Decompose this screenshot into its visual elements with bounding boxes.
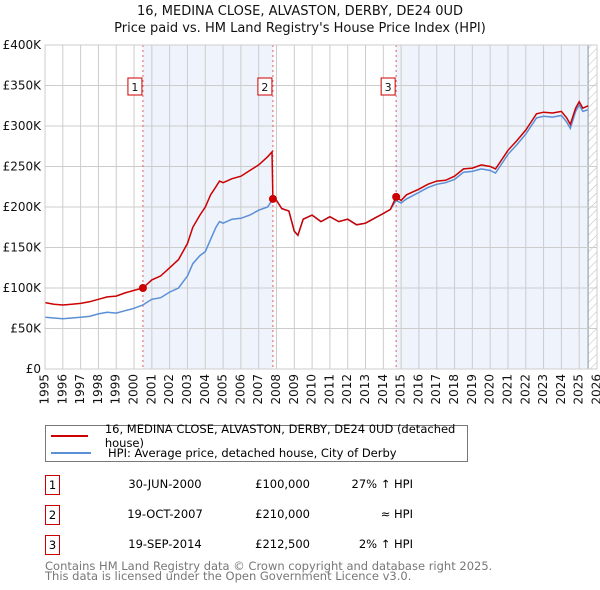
sale-number-badge: 3: [45, 535, 60, 555]
x-tick-label: 2023: [536, 374, 550, 405]
legend-item-property: 16, MEDINA CLOSE, ALVASTON, DERBY, DE24 …: [46, 422, 467, 450]
sale-label-box: [380, 77, 396, 96]
x-tick-label: 2014: [376, 374, 390, 405]
sale-date: 19-SEP-2014: [128, 537, 202, 551]
x-tick-label: 1995: [38, 374, 52, 405]
x-tick-label: 2004: [198, 374, 212, 405]
plot-area: 1995 1996 1997 1998 1999 2000 2001 2002 2003 2004…: [3, 38, 600, 405]
x-tick-label: 2019: [465, 374, 479, 405]
legend-label: HPI: Average price, detached house, City…: [108, 446, 397, 460]
sale-date: 30-JUN-2000: [128, 477, 202, 491]
x-tick-label: 1996: [55, 374, 69, 405]
sale-row: 3 19-SEP-2014 £212,500 2% ↑ HPI: [45, 535, 445, 555]
x-tick-label: 2012: [340, 374, 354, 405]
y-tick-label: £300K: [3, 119, 43, 133]
sale-price: £210,000: [255, 507, 310, 521]
legend-item-hpi: HPI: Average price, detached house, City…: [46, 445, 397, 461]
x-tick-label: 2005: [216, 374, 230, 405]
footer-copyright: Contains HM Land Registry data © Crown c…: [45, 559, 493, 573]
x-tick-label: 2002: [162, 374, 176, 405]
sale-label: 2: [261, 81, 268, 94]
x-tick-label: 2009: [287, 374, 301, 405]
x-tick-label: 2008: [269, 374, 283, 405]
x-tick-label: 2013: [358, 374, 372, 405]
y-tick-label: £0: [26, 362, 41, 376]
y-tick-label: £350K: [3, 79, 43, 93]
x-tick-label: 2000: [127, 374, 141, 405]
legend-swatch-blue: [51, 452, 91, 454]
sale-label-box: [257, 77, 273, 96]
property-price-line: [44, 100, 589, 306]
x-tick-label: 2003: [180, 374, 194, 405]
sale-price: £212,500: [255, 537, 310, 551]
sale-price: £100,000: [255, 477, 310, 491]
chart-subtitle: Price paid vs. HM Land Registry's House …: [114, 21, 486, 36]
x-tick-label: 2022: [518, 374, 532, 405]
sale-number-badge: 1: [45, 475, 60, 495]
sale-point: [268, 194, 277, 203]
y-tick-label: £200K: [3, 200, 43, 214]
sale-label-box: [127, 77, 143, 96]
x-tick-label: 2024: [554, 374, 568, 405]
sale-hpi-compare: ≈ HPI: [380, 507, 413, 521]
x-tick-label: 2017: [429, 374, 443, 405]
chart-title: 16, MEDINA CLOSE, ALVASTON, DERBY, DE24 …: [136, 4, 464, 19]
x-tick-label: 2001: [144, 374, 158, 405]
x-tick-label: 2021: [500, 374, 514, 405]
sale-date: 19-OCT-2007: [127, 507, 203, 521]
sale-number-badge: 2: [45, 505, 60, 525]
y-tick-label: £50K: [10, 322, 42, 336]
legend: 16, MEDINA CLOSE, ALVASTON, DERBY, DE24 …: [45, 422, 468, 462]
y-tick-label: £400K: [3, 38, 43, 52]
x-tick-label: 1998: [91, 374, 105, 405]
legend-label: 16, MEDINA CLOSE, ALVASTON, DERBY, DE24 …: [104, 422, 456, 450]
sale-hpi-compare: 2% ↑ HPI: [358, 537, 413, 551]
legend-swatch-red: [51, 435, 88, 437]
sale-point: [138, 284, 147, 292]
x-tick-label: 1997: [73, 374, 87, 405]
x-tick-label: 2020: [483, 374, 497, 405]
sale-hpi-compare: 27% ↑ HPI: [351, 477, 413, 491]
sale-label: 1: [131, 81, 138, 94]
y-tick-label: £100K: [3, 281, 43, 295]
x-tick-label: 2007: [251, 374, 265, 405]
x-tick-label: 1999: [109, 374, 123, 405]
sale-row: 1 30-JUN-2000 £100,000 27% ↑ HPI: [45, 475, 445, 495]
x-tick-label: 2015: [394, 374, 408, 405]
sale-row: 2 19-OCT-2007 £210,000 ≈ HPI: [45, 505, 445, 525]
sale-point: [392, 192, 401, 201]
sale-label: 3: [385, 81, 392, 94]
x-tick-label: 2016: [411, 374, 425, 405]
y-tick-label: £150K: [3, 241, 43, 255]
x-tick-label: 2006: [233, 374, 247, 405]
x-tick-label: 2026: [590, 374, 600, 405]
footer-licence: This data is licensed under the Open Gov…: [45, 569, 412, 583]
x-tick-label: 2011: [322, 374, 336, 405]
x-tick-label: 2010: [305, 374, 319, 405]
plot-frame: [44, 44, 598, 370]
x-tick-label: 2018: [447, 374, 461, 405]
y-tick-label: £250K: [3, 160, 43, 174]
x-tick-label: 2025: [572, 374, 586, 405]
